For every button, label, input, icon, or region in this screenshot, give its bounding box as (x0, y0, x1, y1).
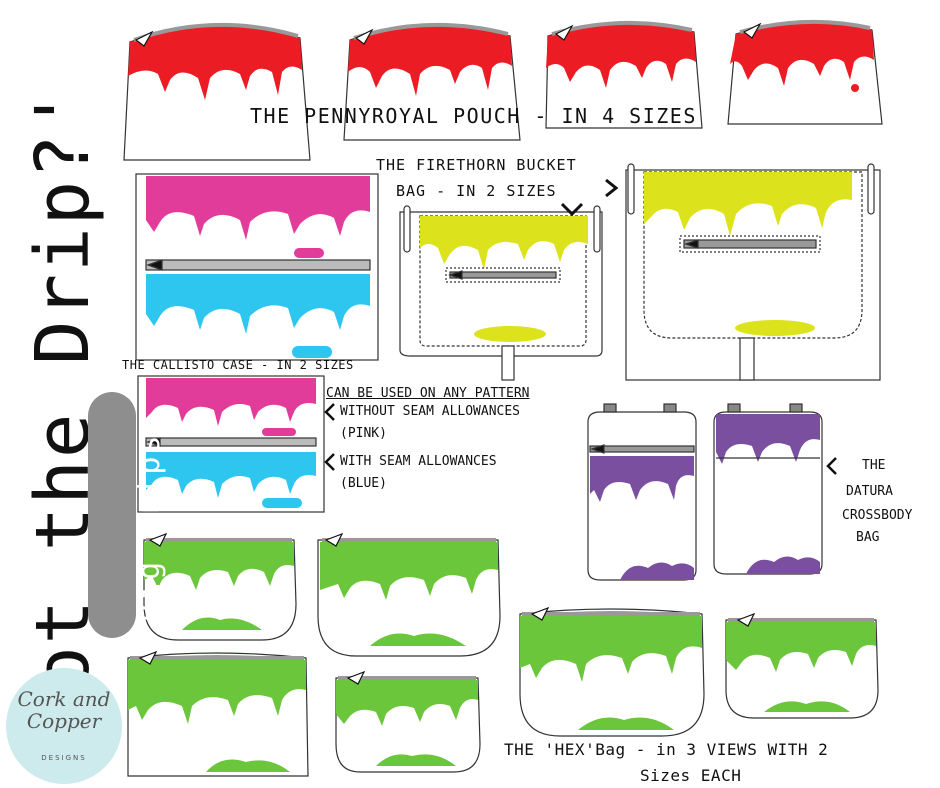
zipper-pull-icon (742, 22, 762, 39)
callisto-case-small (137, 375, 325, 513)
zipper-pull-icon (324, 532, 344, 547)
pennyroyal-pouch-1 (123, 22, 311, 161)
chevron-right-icon (605, 178, 619, 198)
cork-copper-logo: Cork and Copper DESIGNS (6, 668, 122, 784)
pennyroyal-label: THE PENNYROYAL POUCH - IN 4 SIZES (250, 104, 697, 128)
zipper-pull-icon (346, 670, 366, 685)
with-seam-label: WITH SEAM ALLOWANCES (340, 454, 497, 469)
hex-bag-6 (725, 612, 879, 719)
datura-bag-1 (587, 403, 697, 581)
logo-sub: DESIGNS (41, 754, 87, 762)
datura-bag-2 (713, 403, 823, 575)
zipper-pull-icon (134, 30, 154, 47)
zipper-pull-icon (354, 28, 374, 45)
zipper-pull-icon (448, 270, 463, 280)
big-drips-label: Big Drips (132, 432, 167, 622)
hex-bag-3 (127, 650, 309, 777)
logo-name: Cork and Copper (17, 687, 111, 733)
datura-label-4: BAG (856, 530, 880, 545)
datura-label-3: CROSSBODY (842, 508, 913, 523)
chevron-left-icon (826, 457, 837, 475)
chevron-left-icon (324, 453, 335, 471)
pennyroyal-pouch-4 (727, 19, 883, 125)
hex-bag-4 (335, 670, 481, 773)
zipper-pull-icon (146, 259, 163, 271)
any-pattern-label: CAN BE USED ON ANY PATTERN (326, 386, 530, 401)
zipper-pull-icon (684, 239, 699, 249)
firethorn-bag-large (625, 163, 881, 381)
big-drips-badge (88, 392, 136, 638)
datura-label-2: DATURA (846, 484, 893, 499)
hex-label-2: Sizes EACH (640, 766, 742, 785)
zipper-pull-icon (530, 606, 550, 621)
zipper-pull-icon (590, 444, 605, 454)
zipper-pull-icon (146, 437, 161, 447)
chevron-down-icon (560, 202, 584, 217)
firethorn-label-1: THE FIRETHORN BUCKET (376, 156, 577, 174)
zipper-pull-icon (148, 532, 168, 547)
without-seam-label: WITHOUT SEAM ALLOWANCES (340, 404, 521, 419)
callisto-label: THE CALLISTO CASE - IN 2 SIZES (122, 358, 354, 372)
datura-label-1: THE (862, 458, 886, 473)
callisto-case-large (135, 173, 379, 361)
hex-label-1: THE 'HEX'Bag - in 3 VIEWS WITH 2 (504, 740, 829, 759)
hex-bag-2 (317, 532, 501, 657)
with-seam-color: (BLUE) (340, 476, 387, 491)
without-seam-color: (PINK) (340, 426, 387, 441)
pennyroyal-pouch-2 (343, 22, 521, 141)
firethorn-label-2: BAG - IN 2 SIZES (396, 182, 557, 200)
hex-bag-1 (143, 532, 297, 641)
hex-bag-5 (519, 606, 705, 737)
firethorn-bag-small (399, 205, 603, 381)
zipper-pull-icon (138, 650, 158, 665)
zipper-pull-icon (736, 612, 756, 627)
chevron-left-icon (324, 403, 335, 421)
zipper-pull-icon (554, 24, 574, 41)
pennyroyal-pouch-3 (545, 20, 703, 129)
